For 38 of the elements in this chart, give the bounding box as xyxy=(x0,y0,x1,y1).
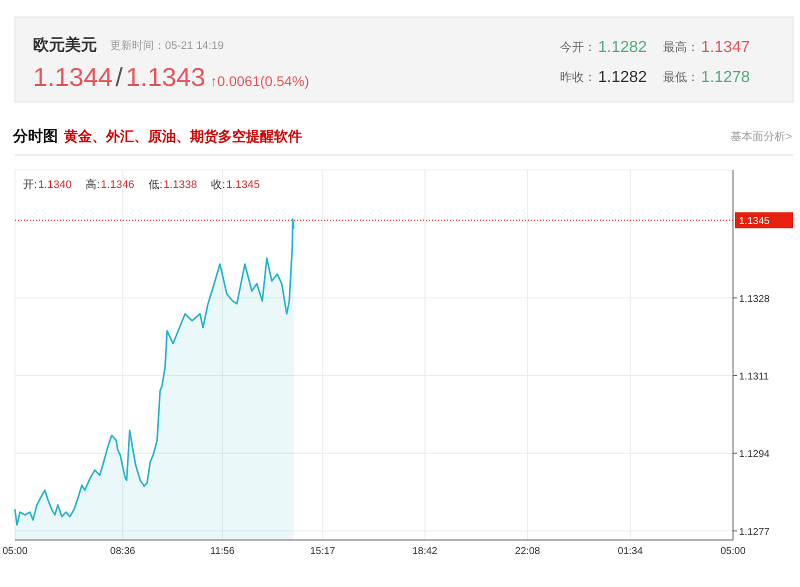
annotation: 1.1346 xyxy=(100,179,134,191)
annotation: 1.1340 xyxy=(38,179,72,191)
text: 基本面分析> xyxy=(730,130,792,143)
annotation: 开: xyxy=(23,179,38,191)
text: / xyxy=(116,62,124,92)
text: 1.1282 xyxy=(598,69,648,86)
text: 1.1278 xyxy=(701,69,750,86)
x-tick-label: 22:08 xyxy=(515,546,541,557)
annotation: 1.1338 xyxy=(164,179,198,191)
text: 分时图 xyxy=(12,128,58,145)
x-tick-label: 01:34 xyxy=(618,546,644,557)
text: 1.1343 xyxy=(126,62,206,92)
annotation: 低: xyxy=(148,179,162,191)
x-tick-label: 18:42 xyxy=(412,546,438,557)
text: ↑0.0061(0.54%) xyxy=(210,73,310,89)
text: 1.1282 xyxy=(598,39,648,56)
chart-title: 欧元美元 xyxy=(33,35,97,54)
chart-subtitle: 更新时间：05-21 14:19 xyxy=(110,39,224,52)
text: 最高： xyxy=(663,40,699,54)
x-tick-label: 11:56 xyxy=(210,546,235,557)
text: 1.1347 xyxy=(701,39,750,56)
text: 1.1344 xyxy=(33,62,113,92)
text: 最低： xyxy=(663,70,699,84)
annotation: 收: xyxy=(211,179,226,191)
x-tick-label: 05:00 xyxy=(2,546,28,557)
ref-line-label: 1.1345 xyxy=(739,216,770,228)
y-tick-label: 1.1277 xyxy=(739,526,770,538)
x-tick-label: 15:17 xyxy=(310,546,336,557)
x-tick-label: 08:36 xyxy=(110,546,136,557)
annotation: 高: xyxy=(86,178,100,191)
text: 昨收： xyxy=(560,70,596,84)
y-tick-label: 1.1294 xyxy=(739,449,770,460)
annotation: 1.1345 xyxy=(226,179,260,191)
x-tick-label: 05:00 xyxy=(720,546,746,557)
text: 黄金、外汇、原油、期货多空提醒软件 xyxy=(63,128,302,144)
y-tick-label: 1.1311 xyxy=(739,372,770,383)
y-tick-label: 1.1328 xyxy=(739,294,770,305)
text: 今开： xyxy=(560,40,596,54)
